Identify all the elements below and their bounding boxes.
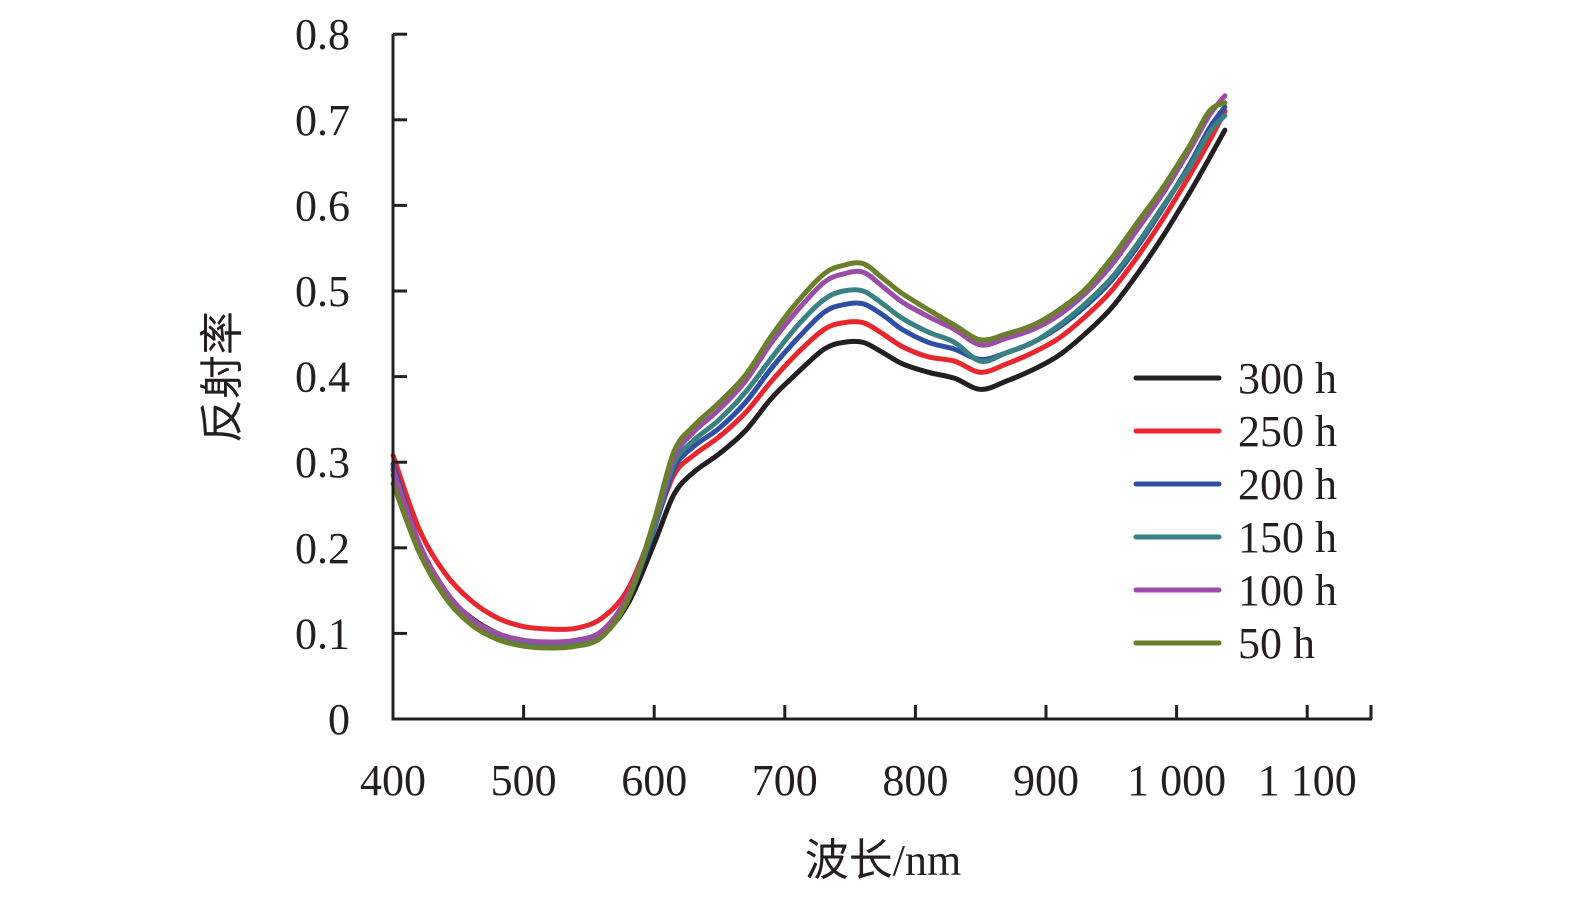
series-line-300h bbox=[390, 127, 1228, 648]
x-tick-label: 900 bbox=[1013, 756, 1079, 805]
x-tick-label: 600 bbox=[621, 756, 687, 805]
y-tick-label: 0.4 bbox=[295, 353, 350, 402]
x-tick-label: 1 000 bbox=[1127, 756, 1226, 805]
series-layer bbox=[390, 93, 1228, 651]
legend-label: 250 h bbox=[1238, 407, 1337, 456]
legend-item: 100 h bbox=[1133, 566, 1337, 615]
y-tick-label: 0.6 bbox=[295, 181, 350, 230]
x-tick-label: 700 bbox=[752, 756, 818, 805]
legend-item: 250 h bbox=[1133, 407, 1337, 456]
x-tick-label: 800 bbox=[882, 756, 948, 805]
legend-label: 150 h bbox=[1238, 513, 1337, 562]
y-tick-label: 0.8 bbox=[295, 10, 350, 59]
x-tick-label: 1 100 bbox=[1258, 756, 1357, 805]
series-line-100h bbox=[390, 93, 1228, 645]
y-tick-label: 0 bbox=[328, 695, 350, 744]
series-line-250h bbox=[390, 108, 1228, 632]
legend-label: 100 h bbox=[1238, 566, 1337, 615]
legend-item: 200 h bbox=[1133, 460, 1337, 509]
x-tick-label: 500 bbox=[491, 756, 557, 805]
series-line-150h bbox=[390, 113, 1228, 649]
y-axis-title: 反射率 bbox=[198, 311, 247, 443]
x-tick-label: 400 bbox=[360, 756, 426, 805]
y-tick-label: 0.7 bbox=[295, 96, 350, 145]
x-axis-title: 波长/nm bbox=[805, 836, 961, 885]
legend-item: 300 h bbox=[1133, 354, 1337, 403]
x-ticks: 400 500 600 700 800 900 1 000 1 100 bbox=[360, 705, 1357, 805]
y-tick-label: 0.5 bbox=[295, 267, 350, 316]
legend-item: 50 h bbox=[1133, 619, 1315, 668]
axes-layer bbox=[391, 34, 1373, 721]
y-tick-label: 0.1 bbox=[295, 609, 350, 658]
legend-label: 50 h bbox=[1238, 619, 1315, 668]
series-line-50h bbox=[390, 100, 1228, 651]
legend-item: 150 h bbox=[1133, 513, 1337, 562]
y-tick-label: 0.2 bbox=[295, 524, 350, 573]
legend-label: 200 h bbox=[1238, 460, 1337, 509]
legend-label: 300 h bbox=[1238, 354, 1337, 403]
series-line-200h bbox=[390, 104, 1228, 647]
y-tick-label: 0.3 bbox=[295, 438, 350, 487]
y-ticks: 0 0.1 0.2 0.3 0.4 0.5 0.6 0.7 0.8 bbox=[295, 10, 407, 744]
